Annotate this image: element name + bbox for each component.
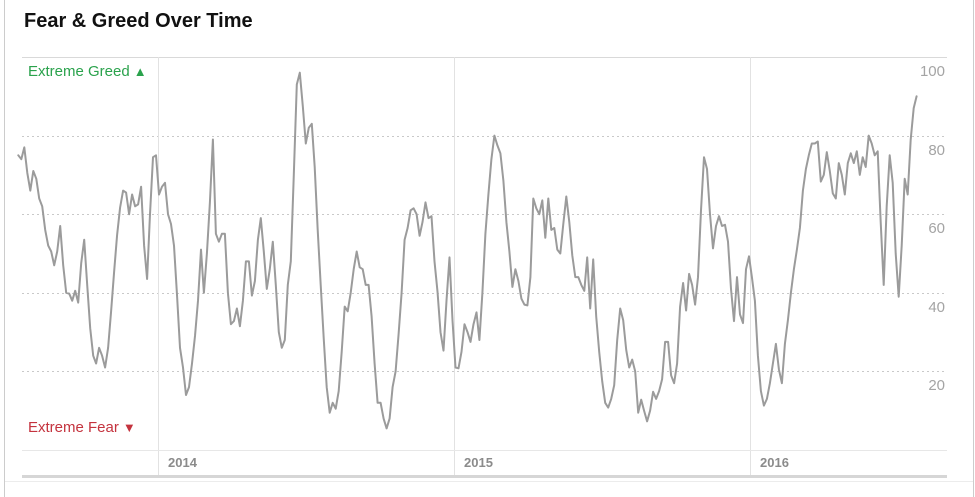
extreme-greed-label: Extreme Greed ▲ [28, 63, 147, 80]
greed-up-triangle-icon: ▲ [133, 64, 147, 79]
extreme-greed-text: Extreme Greed [28, 63, 130, 80]
x-tick-label-2016: 2016 [760, 455, 789, 470]
chart-bottom-border [22, 475, 947, 478]
x-tick-label-2014: 2014 [168, 455, 197, 470]
extreme-fear-text: Extreme Fear [28, 419, 119, 436]
fear-down-triangle-icon: ▼ [122, 420, 136, 435]
card-right-border [973, 0, 974, 497]
y-tick-label-60: 60 [928, 220, 945, 237]
fear-greed-line [17, 71, 918, 430]
card-left-border [4, 0, 5, 497]
y-tick-label-20: 20 [928, 377, 945, 394]
page-divider [5, 481, 973, 482]
extreme-fear-label: Extreme Fear ▼ [28, 419, 136, 436]
y-tick-label-80: 80 [928, 142, 945, 159]
x-tick-label-2015: 2015 [464, 455, 493, 470]
chart-title: Fear & Greed Over Time [24, 10, 253, 32]
y-tick-label-40: 40 [928, 299, 945, 316]
y-tick-label-100: 100 [919, 63, 945, 80]
